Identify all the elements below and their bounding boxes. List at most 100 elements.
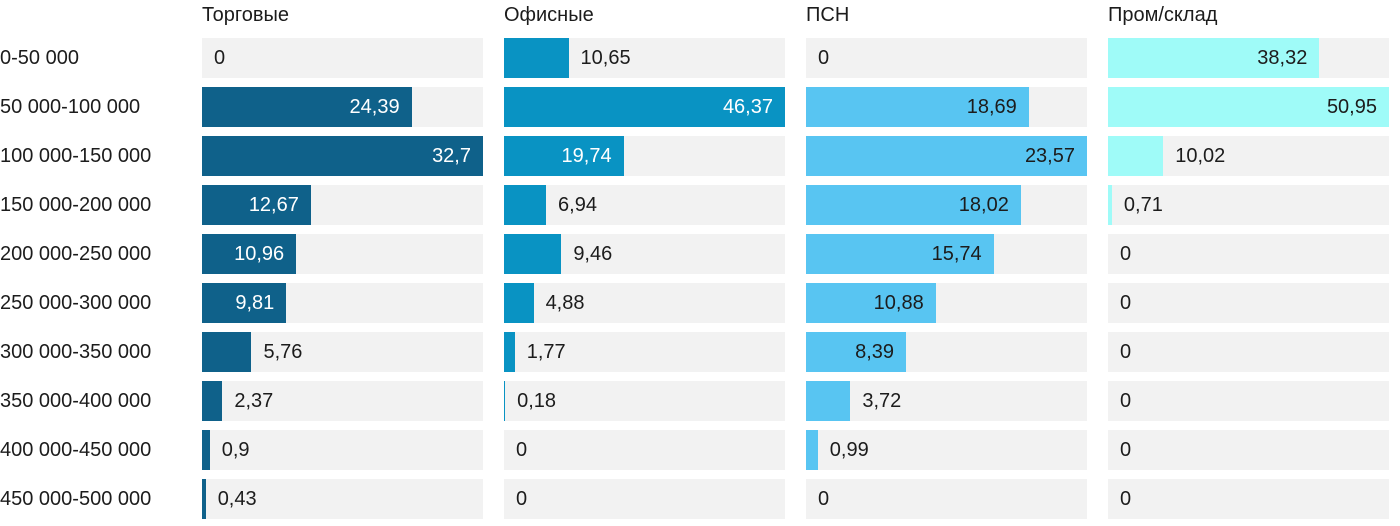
bar-track: 0 <box>1108 283 1389 323</box>
table-row: 150 000-200 000 12,67 6,94 18,02 0,71 <box>0 185 1389 225</box>
column-header: Пром/склад <box>1108 4 1218 26</box>
table-row: 200 000-250 000 10,96 9,46 15,74 0 <box>0 234 1389 274</box>
value-label: 38,32 <box>1257 46 1308 69</box>
bar-track: 10,65 <box>504 38 785 78</box>
bar-track: 0,18 <box>504 381 785 421</box>
bar: 10,96 <box>202 234 297 274</box>
value-label: 18,02 <box>958 193 1009 216</box>
category-label: 350 000-400 000 <box>0 390 152 412</box>
value-label: 18,69 <box>966 95 1017 118</box>
table-row: 450 000-500 000 0,43 0 0 0 <box>0 479 1389 519</box>
bar-track: 0 <box>1108 381 1389 421</box>
bar <box>504 283 534 323</box>
bar-track: 0 <box>1108 234 1389 274</box>
value-label: 9,46 <box>573 242 613 265</box>
table-row: 0-50 000 0 10,65 0 38,32 <box>0 38 1389 78</box>
bar-track: 4,88 <box>504 283 785 323</box>
bar <box>504 234 562 274</box>
value-label: 0 <box>1120 340 1132 363</box>
bar-track: 32,7 <box>202 136 483 176</box>
bar <box>202 381 223 421</box>
table-row: 300 000-350 000 5,76 1,77 8,39 0 <box>0 332 1389 372</box>
value-label: 0,99 <box>829 438 869 461</box>
bar-track: 0 <box>1108 332 1389 372</box>
value-label: 9,81 <box>235 291 275 314</box>
bar-track: 23,57 <box>806 136 1087 176</box>
bar: 15,74 <box>806 234 994 274</box>
bar-track: 0,99 <box>806 430 1087 470</box>
value-label: 24,39 <box>349 95 400 118</box>
value-label: 0 <box>818 46 830 69</box>
bar: 38,32 <box>1108 38 1320 78</box>
category-label: 150 000-200 000 <box>0 194 152 216</box>
chart-rows: 0-50 000 0 10,65 0 38,32 50 000-100 000 24,39 4… <box>0 38 1389 519</box>
value-label: 8,39 <box>855 340 895 363</box>
value-label: 19,74 <box>561 144 612 167</box>
value-label: 0 <box>1120 487 1132 510</box>
bar <box>504 381 506 421</box>
bar-track: 50,95 <box>1108 87 1389 127</box>
bar: 50,95 <box>1108 87 1389 127</box>
bar: 12,67 <box>202 185 311 225</box>
bar <box>504 185 547 225</box>
value-label: 10,02 <box>1175 144 1226 167</box>
bar-track: 0,71 <box>1108 185 1389 225</box>
bar-track: 0,9 <box>202 430 483 470</box>
table-row: 350 000-400 000 2,37 0,18 3,72 0 <box>0 381 1389 421</box>
category-label: 100 000-150 000 <box>0 145 152 167</box>
bar-track: 12,67 <box>202 185 483 225</box>
value-label: 23,57 <box>1024 144 1075 167</box>
bar-track: 38,32 <box>1108 38 1389 78</box>
bar <box>202 332 252 372</box>
bar-track: 10,88 <box>806 283 1087 323</box>
category-label: 450 000-500 000 <box>0 488 152 510</box>
bar: 23,57 <box>806 136 1087 176</box>
value-label: 0,43 <box>217 487 257 510</box>
table-row: 400 000-450 000 0,9 0 0,99 0 <box>0 430 1389 470</box>
bar: 24,39 <box>202 87 412 127</box>
bar <box>504 38 569 78</box>
value-label: 0 <box>1120 242 1132 265</box>
row-label-column-spacer <box>0 3 181 29</box>
bar-track: 10,02 <box>1108 136 1389 176</box>
value-label: 0 <box>1120 389 1132 412</box>
category-label: 0-50 000 <box>0 47 79 69</box>
category-label: 300 000-350 000 <box>0 341 152 363</box>
value-label: 1,77 <box>526 340 566 363</box>
bar-track: 18,69 <box>806 87 1087 127</box>
bar-track: 0 <box>504 479 785 519</box>
category-label: 400 000-450 000 <box>0 439 152 461</box>
bar-track: 24,39 <box>202 87 483 127</box>
bar-track: 0 <box>806 38 1087 78</box>
bar-track: 2,37 <box>202 381 483 421</box>
value-label: 0 <box>516 487 528 510</box>
value-label: 10,88 <box>873 291 924 314</box>
value-label: 5,76 <box>263 340 303 363</box>
value-label: 15,74 <box>931 242 982 265</box>
column-header: Торговые <box>202 4 290 26</box>
value-label: 0,71 <box>1123 193 1163 216</box>
value-label: 50,95 <box>1326 95 1377 118</box>
value-label: 46,37 <box>722 95 773 118</box>
bar-track: 0,43 <box>202 479 483 519</box>
column-header: Офисные <box>504 4 594 26</box>
bar: 32,7 <box>202 136 483 176</box>
value-label: 0 <box>516 438 528 461</box>
bar-chart: Торговые Офисные ПСН Пром/склад 0-50 000 0 10… <box>0 3 1389 519</box>
value-label: 2,37 <box>234 389 274 412</box>
bar-track: 46,37 <box>504 87 785 127</box>
category-label: 50 000-100 000 <box>0 96 141 118</box>
column-header: ПСН <box>806 4 850 26</box>
bar: 46,37 <box>504 87 785 127</box>
table-row: 50 000-100 000 24,39 46,37 18,69 50,95 <box>0 87 1389 127</box>
value-label: 10,96 <box>234 242 285 265</box>
value-label: 32,7 <box>432 144 471 167</box>
column-headers: Торговые Офисные ПСН Пром/склад <box>0 3 1389 29</box>
bar-track: 8,39 <box>806 332 1087 372</box>
bar: 8,39 <box>806 332 907 372</box>
bar <box>202 479 206 519</box>
bar-track: 0 <box>1108 430 1389 470</box>
bar-track: 5,76 <box>202 332 483 372</box>
bar-track: 9,46 <box>504 234 785 274</box>
bar-track: 10,96 <box>202 234 483 274</box>
